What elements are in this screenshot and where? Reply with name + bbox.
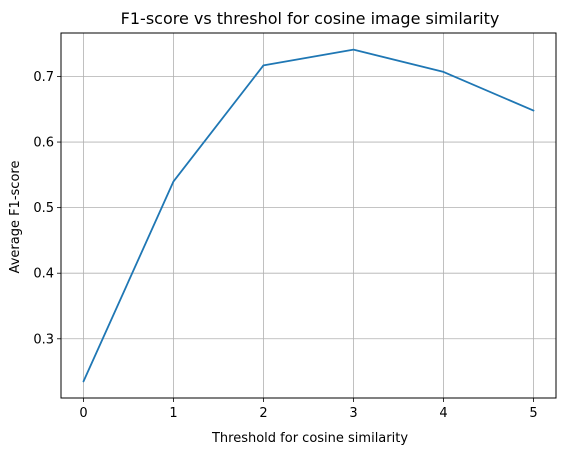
- x-tick-label: 0: [79, 406, 87, 421]
- y-axis-label: Average F1-score: [8, 161, 23, 274]
- x-tick-label: 4: [439, 406, 447, 421]
- y-tick-label: 0.3: [33, 332, 54, 347]
- y-tick-label: 0.4: [33, 267, 54, 282]
- y-tick-label: 0.7: [33, 70, 54, 85]
- x-tick-label: 2: [259, 406, 267, 421]
- plot-frame: [60, 32, 557, 399]
- series-line: [82, 48, 535, 383]
- x-axis-label: Threshold for cosine similarity: [211, 431, 408, 446]
- y-tick-label: 0.6: [33, 136, 54, 151]
- x-axis: 0 1 2 3 4 5: [79, 398, 538, 421]
- chart-title: F1-score vs threshol for cosine image si…: [121, 9, 500, 28]
- x-tick-label: 5: [529, 406, 537, 421]
- y-axis: 0.3 0.4 0.5 0.6 0.7: [33, 70, 61, 347]
- grid-layer: [61, 33, 556, 398]
- x-tick-label: 3: [349, 406, 357, 421]
- x-tick-label: 1: [169, 406, 177, 421]
- y-tick-label: 0.5: [33, 201, 54, 216]
